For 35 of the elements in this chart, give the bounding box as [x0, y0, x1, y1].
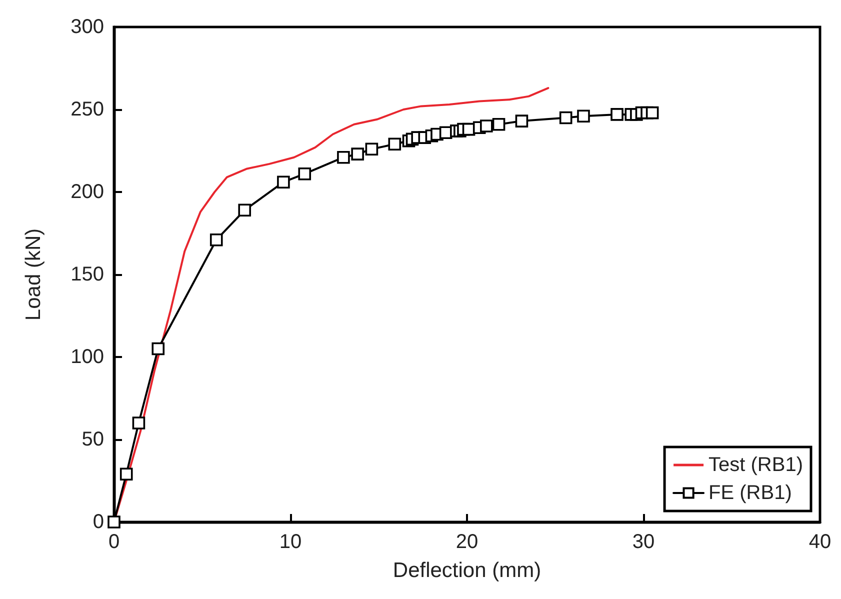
x-axis-title: Deflection (mm): [392, 559, 542, 582]
point: [120, 468, 133, 481]
point: [365, 142, 378, 156]
x-tick-label: 30: [632, 531, 655, 553]
point: [577, 110, 590, 122]
point: [492, 118, 506, 131]
point: [108, 516, 120, 528]
y-tick-label: 0: [92, 511, 104, 533]
point: [152, 342, 165, 356]
point: [388, 138, 402, 151]
point: [646, 106, 659, 120]
point: [480, 120, 493, 132]
point: [559, 111, 572, 124]
x-tick-label: 10: [279, 531, 302, 553]
point: [351, 148, 364, 160]
point: [277, 176, 290, 188]
y-tick-label: 300: [70, 16, 104, 38]
point: [515, 114, 528, 128]
point: [238, 204, 252, 217]
x-tick-label: 20: [456, 531, 478, 553]
y-tick-label: 100: [70, 346, 104, 368]
point: [337, 150, 350, 164]
legend-label: FE (RB1): [708, 482, 792, 504]
y-tick-label: 200: [70, 181, 104, 203]
point: [610, 108, 624, 121]
x-tick-label: 0: [108, 531, 120, 553]
point: [298, 167, 312, 180]
y-tick-label: 50: [82, 428, 104, 450]
legend-label: Test (RB1): [708, 454, 804, 476]
point: [132, 416, 146, 430]
y-tick-label: 150: [70, 264, 104, 286]
y-axis-title: Load (kN): [22, 228, 45, 321]
y-tick-label: 250: [70, 98, 104, 120]
point: [210, 233, 223, 246]
x-tick-label: 40: [808, 531, 832, 553]
